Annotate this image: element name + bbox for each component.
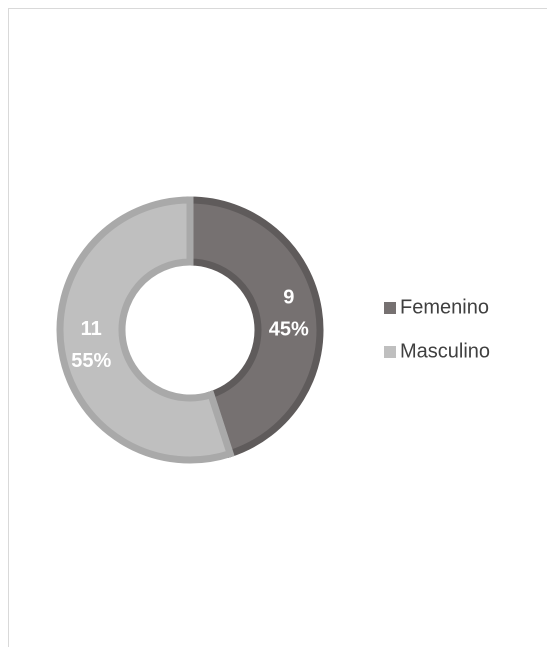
donut-segment (186, 196, 324, 459)
legend-swatch (384, 302, 396, 314)
frame (8, 8, 547, 647)
percent-label: 55% (71, 350, 111, 372)
legend-label: Femenino (400, 296, 489, 318)
count-label: 11 (81, 318, 102, 340)
donut-segment (56, 196, 235, 464)
count-label: 9 (283, 287, 294, 309)
legend-swatch (384, 346, 396, 358)
percent-label: 45% (269, 319, 309, 341)
legend-label: Masculino (400, 340, 490, 362)
